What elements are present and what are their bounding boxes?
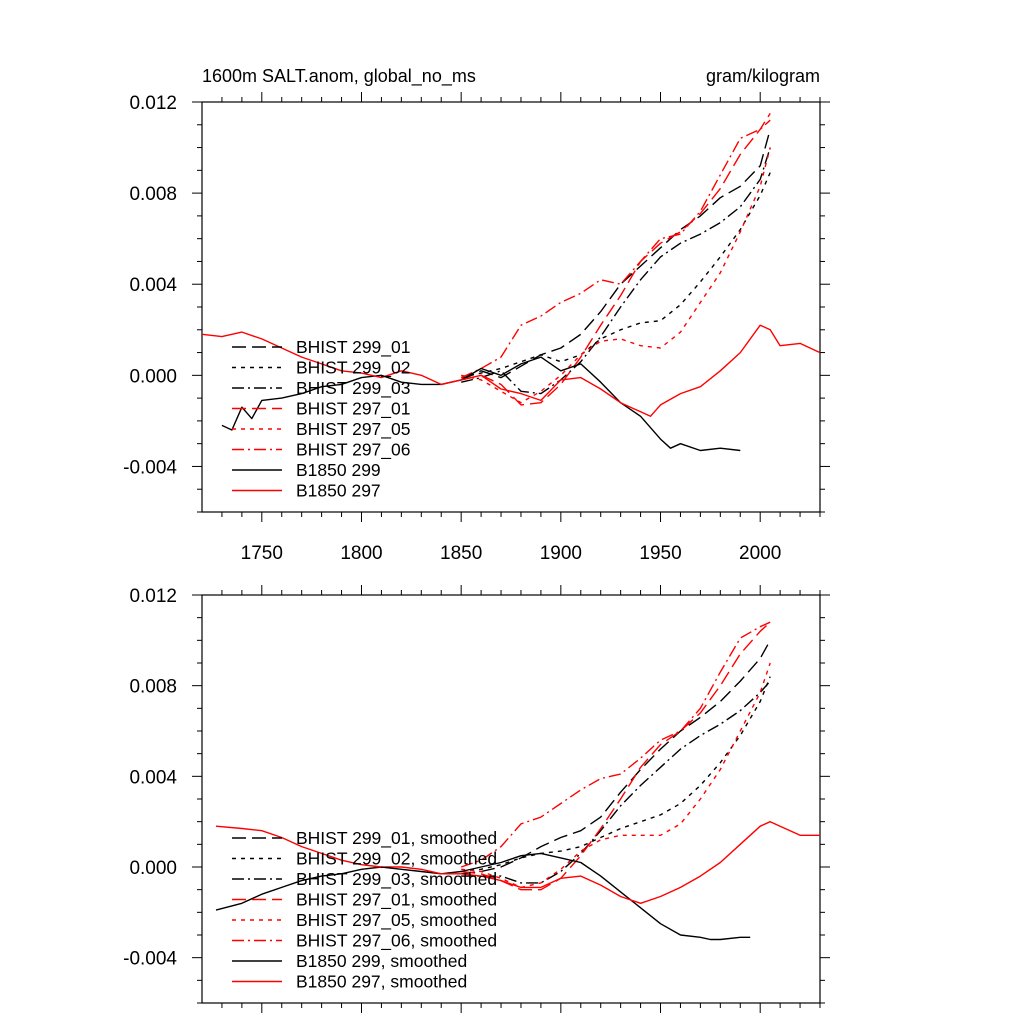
legend-label: B1850 297, smoothed [296, 972, 467, 992]
legend-label: BHIST 299_02 [296, 358, 410, 379]
series-line-1 [461, 172, 771, 379]
series-line-4 [461, 662, 771, 889]
y-ticks: 0.012 0.008 0.004 0.000 -0.004 [123, 586, 830, 1004]
series-line-2 [461, 147, 771, 395]
series-line-7 [215, 821, 820, 904]
y-tick-label: 0.000 [129, 366, 177, 387]
x-tick-label: 2000 [739, 543, 781, 564]
legend-label: BHIST 299_01 [296, 337, 410, 358]
chart-title: 1600m SALT.anom, global_no_ms [202, 66, 476, 87]
series-lines [201, 113, 821, 452]
series-line-5 [460, 119, 771, 379]
y-tick-label: 0.000 [129, 858, 177, 879]
x-ticks [221, 92, 821, 522]
y-tick-label: 0.012 [129, 586, 177, 607]
legend-label: B1850 297 [296, 481, 381, 501]
series-line-0 [461, 639, 771, 875]
chart-units: gram/kilogram [706, 66, 820, 86]
series-line-3 [461, 621, 771, 891]
y-tick-label: -0.004 [123, 949, 177, 970]
x-tick-label: 1800 [340, 543, 382, 564]
x-tick-label: 1900 [540, 543, 582, 564]
panel-smoothed: 0.012 0.008 0.004 0.000 -0.004 BHIST 299_01, … [123, 585, 830, 1013]
series-line-5 [460, 621, 771, 868]
series-line-6 [221, 356, 741, 452]
y-tick-label: 0.004 [129, 767, 177, 788]
x-ticks [221, 585, 821, 1013]
legend-label: BHIST 299_03, smoothed [296, 869, 497, 890]
x-tick-label: 1950 [639, 543, 681, 564]
legend-label: BHIST 299_02, smoothed [296, 849, 497, 870]
legend-label: BHIST 297_05, smoothed [296, 910, 497, 931]
series-line-4 [461, 147, 771, 404]
legend-label: BHIST 299_01, smoothed [296, 828, 497, 849]
series-line-7 [201, 324, 821, 417]
series-lines [215, 621, 820, 941]
y-tick-label: 0.012 [129, 93, 177, 114]
plot-frame [201, 594, 821, 1004]
legend-label: BHIST 299_03 [296, 378, 410, 399]
x-tick-label: 1750 [241, 543, 283, 564]
y-tick-label: 0.004 [129, 275, 177, 296]
y-tick-label: 0.008 [129, 677, 177, 698]
series-line-6 [215, 852, 751, 941]
panel-raw: 0.012 0.008 0.004 0.000 -0.004 1750 1800 1850 19… [123, 66, 830, 564]
legend-label: BHIST 297_06 [296, 440, 410, 461]
legend-label: B1850 299, smoothed [296, 951, 467, 971]
legend-label: BHIST 297_05 [296, 419, 410, 440]
series-line-3 [461, 113, 771, 406]
legend-label: B1850 299 [296, 460, 381, 480]
x-tick-label: 1850 [440, 543, 482, 564]
y-tick-label: -0.004 [123, 457, 177, 478]
legend-label: BHIST 297_01, smoothed [296, 890, 497, 911]
series-line-1 [461, 676, 771, 873]
legend-label: BHIST 297_06, smoothed [296, 931, 497, 952]
y-tick-label: 0.008 [129, 184, 177, 205]
series-line-0 [460, 129, 771, 381]
y-ticks: 0.012 0.008 0.004 0.000 -0.004 [123, 93, 830, 513]
series-line-2 [461, 680, 771, 884]
legend-label: BHIST 297_01 [296, 399, 410, 420]
